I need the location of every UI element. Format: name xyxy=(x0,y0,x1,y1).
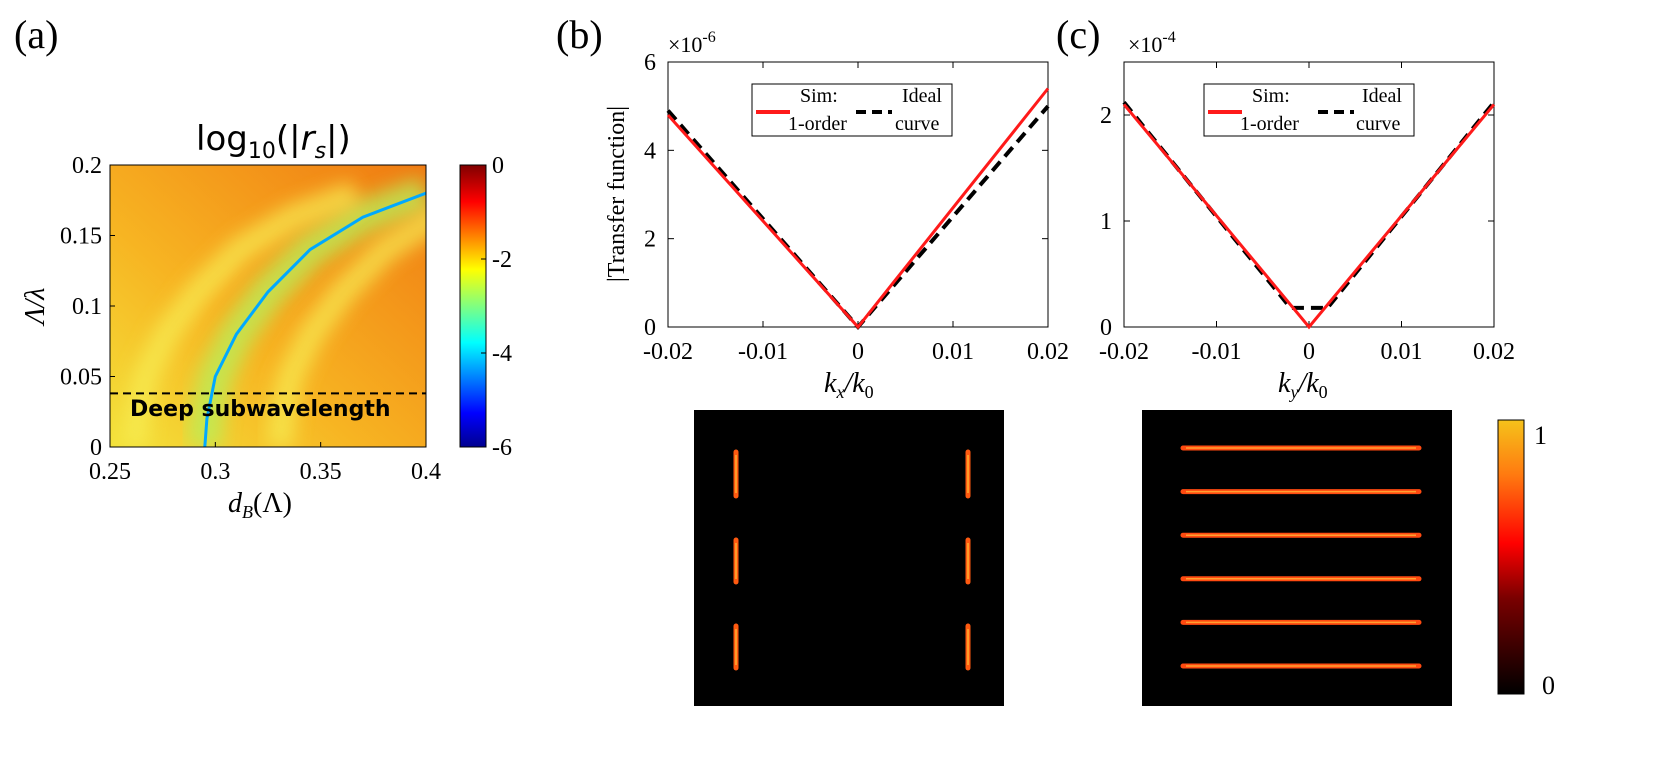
c-exponent: ×10-4 xyxy=(1128,29,1176,57)
b-ideal-line xyxy=(666,104,1050,331)
c-ytick-label: 0 xyxy=(1100,315,1112,341)
b-legend-ideal-line2: curve xyxy=(895,113,940,135)
b-ylabel: |Transfer function| xyxy=(604,106,630,282)
b-ytick-label: 0 xyxy=(644,315,656,341)
c-xlabel: ky/k0 xyxy=(1278,368,1328,402)
heatmap-title: log10(|rs|) xyxy=(196,119,351,164)
a-ytick-label: 0.2 xyxy=(72,153,102,179)
panel-label-a: (a) xyxy=(14,12,58,57)
b-exponent: ×10-6 xyxy=(668,29,716,57)
c-legend-sim-line1: Sim: xyxy=(1252,85,1290,107)
colorbar-a-tick-label: -2 xyxy=(492,247,512,273)
a-xtick-label: 0.25 xyxy=(89,459,131,485)
b-ytick-label: 2 xyxy=(644,227,656,253)
b-legend-sim-line1: Sim: xyxy=(800,85,838,107)
panel-label-c: (c) xyxy=(1056,12,1100,57)
heatmap-ylabel: Λ/λ xyxy=(20,288,51,328)
b-xtick-label: 0.02 xyxy=(1027,339,1069,365)
colorbar-a-tick-label: -6 xyxy=(492,435,512,461)
a-ytick-label: 0.05 xyxy=(60,365,102,391)
colorbar-hot xyxy=(1497,419,1525,695)
a-ytick-label: 0 xyxy=(90,435,102,461)
b-legend-ideal-line1: Ideal xyxy=(902,85,942,107)
a-xtick-label: 0.4 xyxy=(411,459,441,485)
b-xtick-label: 0.01 xyxy=(932,339,974,365)
heatmap-side-lobe-right xyxy=(266,209,426,447)
colorbar-hot-min: 0 xyxy=(1542,671,1555,700)
c-xtick-label: 0.01 xyxy=(1381,339,1423,365)
c-ytick-label: 1 xyxy=(1100,209,1112,235)
c-legend-sim-line2: 1-order xyxy=(1240,113,1299,135)
c-pattern-image xyxy=(1142,410,1452,706)
c-sim-line xyxy=(1122,103,1496,330)
b-ytick-label: 6 xyxy=(644,50,656,76)
c-xtick-label: -0.01 xyxy=(1192,339,1242,365)
b-legend-sim-line2: 1-order xyxy=(788,113,847,135)
colorbar-a-tick-label: -4 xyxy=(492,341,512,367)
deep-subwavelength-label: Deep subwavelength xyxy=(130,397,391,422)
b-xlabel: kx/k0 xyxy=(824,368,874,402)
b-pattern-image xyxy=(694,410,1004,706)
panel-label-b: (b) xyxy=(556,12,603,57)
colorbar-hot-max: 1 xyxy=(1534,421,1547,450)
colorbar-a xyxy=(459,164,487,448)
b-xtick-label: 0 xyxy=(852,339,864,365)
a-xtick-label: 0.3 xyxy=(200,459,230,485)
c-ytick-label: 2 xyxy=(1100,103,1112,129)
b-ytick-label: 4 xyxy=(644,138,656,164)
heatmap-side-lobe-left xyxy=(121,181,361,447)
c-xtick-label: -0.02 xyxy=(1099,339,1149,365)
heatmap-zero-curve xyxy=(203,191,426,447)
b-sim-line xyxy=(666,87,1050,330)
c-legend-ideal-line1: Ideal xyxy=(1362,85,1402,107)
a-ytick-label: 0.1 xyxy=(72,294,102,320)
c-xtick-label: 0 xyxy=(1303,339,1315,365)
b-xtick-label: -0.02 xyxy=(643,339,693,365)
a-ytick-label: 0.15 xyxy=(60,224,102,250)
heatmap-xlabel: dB(Λ) xyxy=(228,488,292,522)
a-xtick-label: 0.35 xyxy=(300,459,342,485)
c-legend-ideal-line2: curve xyxy=(1356,113,1401,135)
c-xtick-label: 0.02 xyxy=(1473,339,1515,365)
b-xtick-label: -0.01 xyxy=(738,339,788,365)
colorbar-a-tick-label: 0 xyxy=(492,153,504,179)
